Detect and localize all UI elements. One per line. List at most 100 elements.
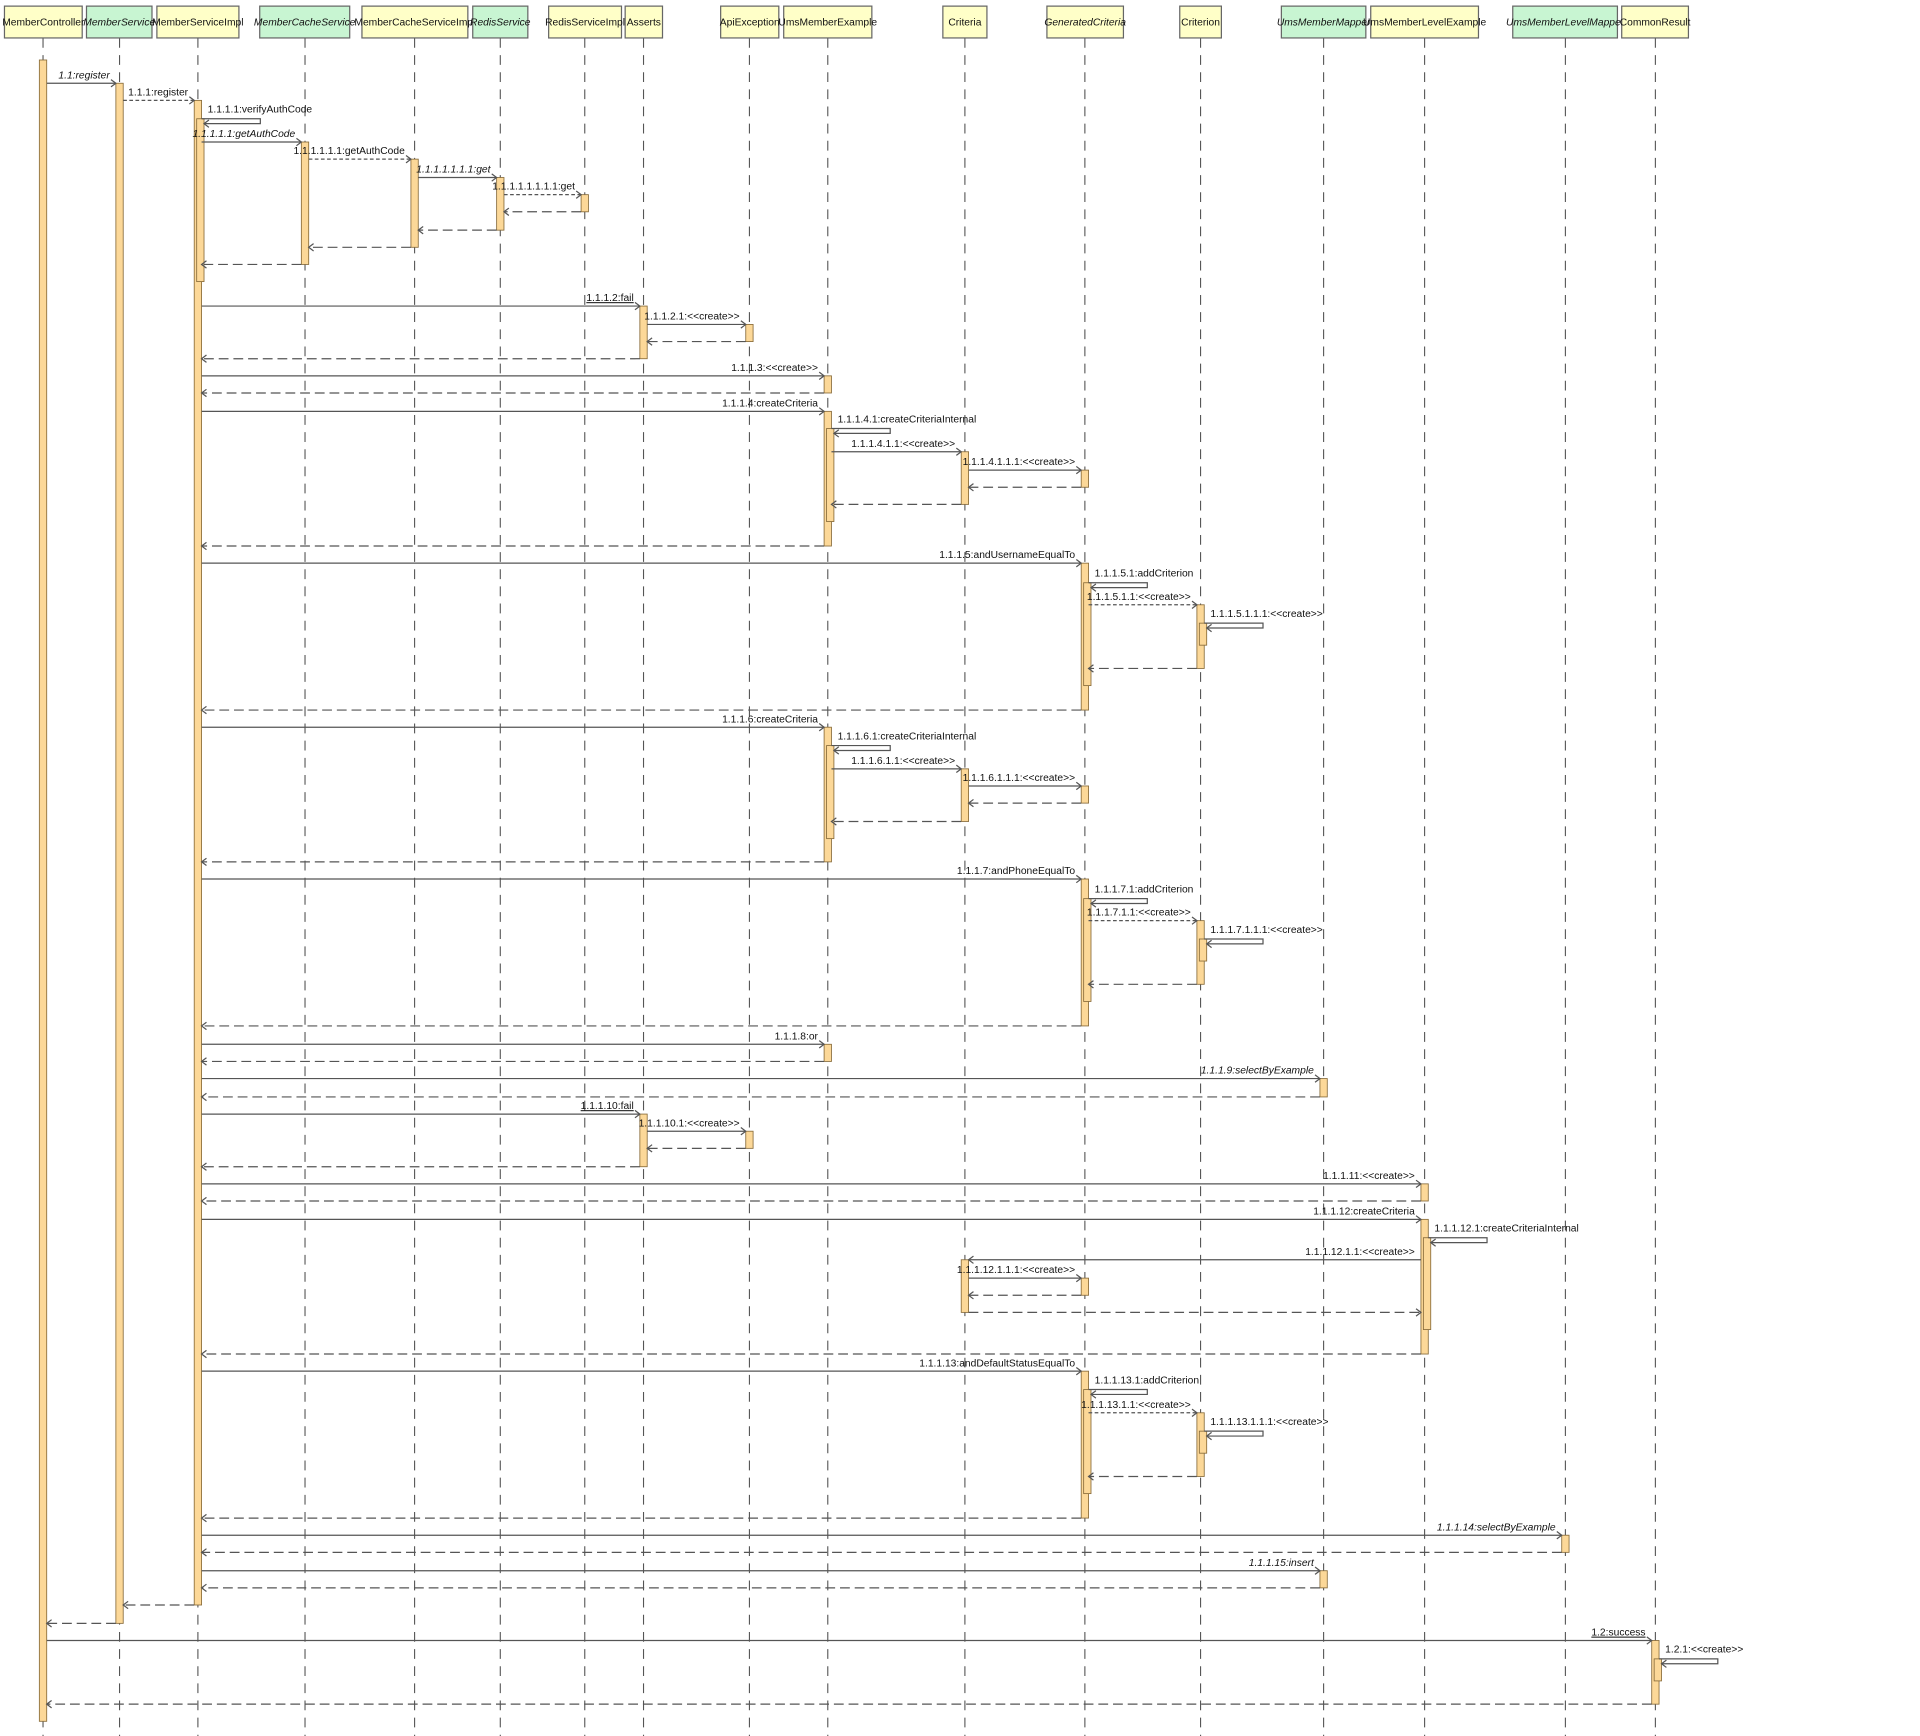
return-message [200, 1162, 640, 1171]
message-label: 1.1.1.11:<<create>> [1323, 1171, 1415, 1182]
message-1.1.1.3: 1.1.1.3:<<create>> [201, 363, 826, 381]
return-message [200, 541, 825, 551]
activation-bar [1561, 1534, 1570, 1553]
participant-label: MemberCacheService [254, 18, 356, 29]
message-label: 1.1.1.12.1.1:<<create>> [1305, 1247, 1415, 1258]
return-message [417, 225, 497, 235]
arrowhead-icon [200, 1196, 207, 1206]
arrowhead-icon [1556, 1531, 1563, 1540]
arrowhead-icon [1089, 899, 1097, 908]
message-label: 1.1.1.1:verifyAuthCode [208, 105, 313, 116]
message-label: 1.1.1.10.1:<<create>> [639, 1118, 740, 1129]
participant-label: Asserts [627, 18, 661, 29]
message-label: 1.1.1.2.1:<<create>> [644, 312, 739, 323]
activation-bar [1080, 1277, 1089, 1296]
participant-common-result: CommonResult [1620, 5, 1691, 1736]
message-1.1: 1.1:register [46, 70, 117, 88]
message-1.1.1.5.1: 1.1.1.5.1:addCriterion [1088, 569, 1194, 592]
message-1.1.1.10: 1.1.1.10:fail [201, 1101, 641, 1119]
message-1.1.1.13: 1.1.1.13:andDefaultStatusEqualTo [201, 1358, 1083, 1376]
return-message [1087, 664, 1197, 673]
message-1.1.1.12: 1.1.1.12:createCriteria [201, 1206, 1422, 1224]
arrowhead-icon [646, 337, 653, 346]
message-label: 1.1.1.12.1.1.1:<<create>> [957, 1265, 1075, 1276]
self-call-arrow [201, 118, 261, 125]
participant-label: Criterion [1181, 18, 1220, 29]
arrowhead-icon [200, 1162, 207, 1171]
arrowhead-icon [967, 1255, 974, 1264]
participant-box [1046, 5, 1125, 39]
participant-ums-member-level-example: UmsMemberLevelExample [1363, 5, 1487, 1736]
participant-ums-member-mapper: UmsMemberMapper [1277, 5, 1371, 1736]
message-label: 1.1.1.5.1:addCriterion [1095, 569, 1194, 580]
arrowhead-icon [967, 1291, 974, 1300]
message-label: 1.1.1.13.1:addCriterion [1095, 1375, 1200, 1386]
self-call-arrow [1428, 1237, 1488, 1244]
message-label: 1.2:success [1591, 1628, 1645, 1639]
return-message [830, 500, 962, 509]
participant-box [783, 5, 873, 39]
message-label: 1.1.1.2:fail [586, 293, 633, 304]
participant-box [472, 5, 529, 39]
message-label: 1.1.1.7.1.1.1:<<create>> [1210, 925, 1322, 936]
arrowhead-icon [1075, 781, 1083, 791]
message-1.1.1.1.1.1.1: 1.1.1.1.1.1.1:get [416, 165, 498, 182]
participant-asserts: Asserts [624, 5, 664, 1736]
message-label: 1.1.1.1.1.1.1:get [416, 165, 491, 176]
participant-label: UmsMemberLevelExample [1363, 18, 1487, 29]
activation-bar [580, 194, 589, 213]
self-call-arrow [1204, 938, 1264, 945]
participant-label: UmsMemberExample [778, 18, 877, 29]
participant-label: RedisServiceImpl [545, 18, 625, 29]
message-1.1.1.6.1.1: 1.1.1.6.1.1:<<create>> [831, 756, 963, 773]
arrowhead-icon [200, 705, 207, 715]
return-message [1087, 980, 1197, 989]
arrowhead-icon [1415, 1308, 1422, 1317]
message-1.1.1.2.1: 1.1.1.2.1:<<create>> [644, 312, 747, 329]
activation-bar [1083, 898, 1092, 1002]
message-label: 1.1.1.13.1.1.1:<<create>> [1210, 1417, 1328, 1428]
message-label: 1.1.1.8:or [775, 1031, 819, 1042]
arrowhead-icon [830, 500, 837, 509]
message-1.1.1.12.1.1.1: 1.1.1.12.1.1.1:<<create>> [957, 1265, 1083, 1283]
arrowhead-icon [200, 1548, 207, 1557]
arrowhead-icon [1075, 558, 1083, 568]
message-1.1.1.10.1: 1.1.1.10.1:<<create>> [639, 1118, 747, 1136]
arrowhead-icon [830, 817, 837, 826]
arrowhead-icon [1089, 1390, 1097, 1399]
message-1.1.1.1.1.1: 1.1.1.1.1.1:getAuthCode [293, 146, 412, 164]
participant-box [1179, 5, 1222, 39]
arrowhead-icon [1087, 1472, 1094, 1481]
participant-box [942, 5, 988, 39]
message-label: 1.1.1.5.1.1:<<create>> [1087, 592, 1191, 603]
arrowhead-icon [1205, 623, 1212, 633]
participant-label: CommonResult [1620, 18, 1691, 29]
message-1.1.1.5.1.1: 1.1.1.5.1.1:<<create>> [1087, 592, 1198, 609]
self-call-arrow [1088, 1388, 1148, 1396]
message-1.1.1.6.1: 1.1.1.6.1:createCriteriaInternal [831, 731, 976, 755]
arrowhead-icon [1087, 664, 1094, 673]
participant-ums-member-example: UmsMemberExample [778, 5, 877, 1736]
participant-box [1370, 5, 1480, 39]
message-label: 1.1.1.7.1.1:<<create>> [1087, 908, 1191, 919]
activation-bar [1198, 938, 1208, 962]
arrowhead-icon [1075, 1273, 1083, 1283]
message-label: 1.1.1.6:createCriteria [722, 714, 818, 725]
message-1.1.1.1: 1.1.1.1:verifyAuthCode [201, 105, 313, 128]
activation-bar [196, 118, 205, 283]
participant-member-cache-service: MemberCacheService [254, 5, 356, 1736]
message-label: 1.1.1:register [128, 87, 188, 98]
arrowhead-icon [818, 723, 826, 732]
message-label: 1.1.1.4.1:createCriteriaInternal [838, 414, 977, 425]
return-message [307, 243, 411, 252]
activation-bar [1653, 1658, 1662, 1682]
message-1.1.1.6: 1.1.1.6:createCriteria [201, 714, 826, 732]
return-message [45, 1619, 116, 1628]
message-label: 1.2.1:<<create>> [1665, 1645, 1743, 1656]
return-message [1087, 1472, 1197, 1481]
arrowhead-icon [188, 96, 196, 105]
arrowhead-icon [634, 1109, 641, 1119]
arrowhead-icon [1191, 600, 1198, 609]
activation-bar [38, 59, 48, 1722]
